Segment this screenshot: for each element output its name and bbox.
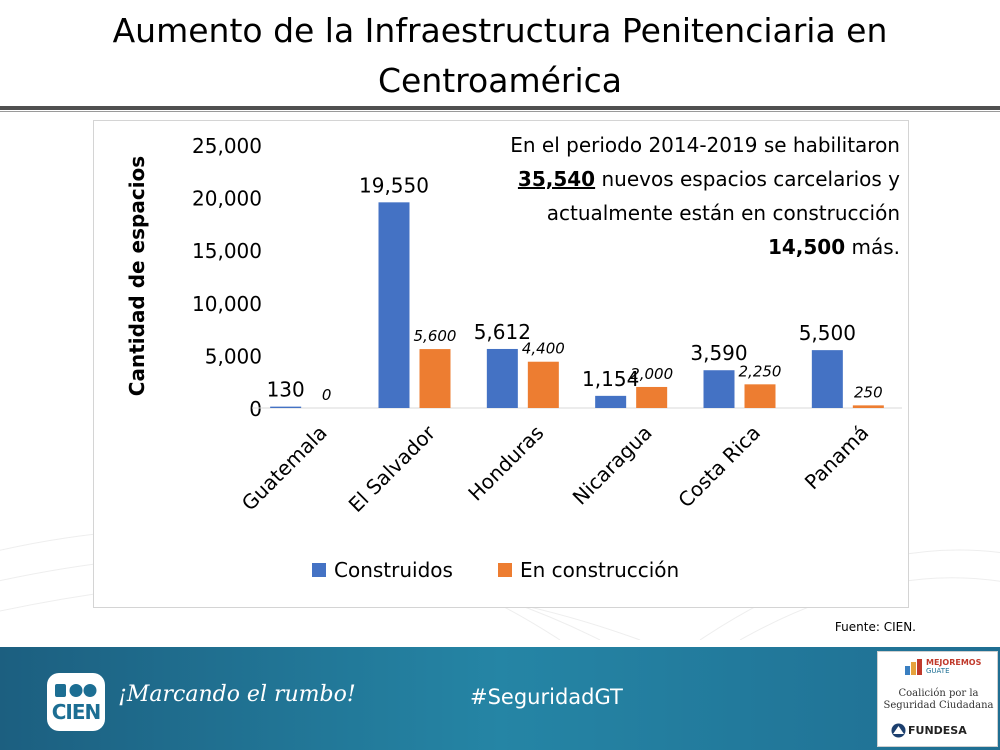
y-tick-label: 15,000 bbox=[192, 239, 262, 263]
bar-en-construccion bbox=[636, 386, 668, 408]
title-divider-thin bbox=[0, 111, 1000, 112]
note-line-4-text: más. bbox=[845, 235, 900, 259]
cien-logo-text: CIEN bbox=[51, 700, 102, 724]
y-tick-label: 5,000 bbox=[205, 344, 262, 368]
mejoremos-guate-icon bbox=[905, 659, 922, 675]
data-label-construidos: 19,550 bbox=[359, 173, 429, 197]
x-tick-label: Guatemala bbox=[237, 421, 332, 516]
note-total-in-construction: 14,500 bbox=[767, 235, 846, 259]
legend-label-en-construccion: En construcción bbox=[520, 558, 679, 582]
y-tick-label: 25,000 bbox=[192, 134, 262, 158]
footer-slogan: ¡Marcando el rumbo! bbox=[118, 682, 356, 707]
page-title: Aumento de la Infraestructura Penitencia… bbox=[20, 6, 980, 106]
y-tick-label: 0 bbox=[249, 397, 262, 421]
data-label-en-construccion: 2,000 bbox=[630, 365, 673, 383]
bar-construidos bbox=[270, 406, 302, 408]
footer-bar: CIEN ¡Marcando el rumbo! #SeguridadGT bbox=[0, 647, 1000, 750]
data-label-construidos: 3,590 bbox=[690, 341, 747, 365]
x-tick-label: El Salvador bbox=[344, 420, 441, 517]
data-label-construidos: 130 bbox=[267, 378, 305, 402]
bar-en-construccion bbox=[527, 361, 559, 408]
partner-coalition-text: Coalición por la Seguridad Ciudadana bbox=[883, 688, 994, 711]
x-tick-label: Honduras bbox=[463, 421, 548, 506]
note-total-built: 35,540 bbox=[517, 167, 596, 191]
x-tick-label: Panamá bbox=[800, 421, 874, 495]
legend-label-construidos: Construidos bbox=[334, 558, 453, 582]
y-tick-label: 10,000 bbox=[192, 292, 262, 316]
bar-en-construccion bbox=[744, 384, 776, 408]
data-label-construidos: 1,154 bbox=[582, 367, 639, 391]
note-line-4: 14,500 más. bbox=[440, 230, 900, 264]
chart-annotation: En el periodo 2014-2019 se habilitaron 3… bbox=[440, 128, 900, 264]
partner-logo-box: MEJOREMOS GUATE Coalición por la Segurid… bbox=[877, 651, 998, 747]
fundesa-icon bbox=[891, 723, 906, 738]
bar-construidos bbox=[486, 348, 518, 408]
partner-mg-line1: MEJOREMOS bbox=[926, 658, 982, 667]
cien-logo-mark-icon bbox=[55, 684, 97, 697]
data-label-en-construccion: 5,600 bbox=[414, 327, 457, 345]
note-line-2-text: nuevos espacios carcelarios y bbox=[595, 167, 900, 191]
data-label-en-construccion: 2,250 bbox=[739, 362, 782, 380]
bar-construidos bbox=[703, 370, 735, 408]
bar-chart: 0 5,000 10,000 15,000 20,000 25,000 Cantidad d… bbox=[125, 134, 902, 582]
legend-swatch-construidos bbox=[312, 563, 326, 577]
data-label-en-construccion: 250 bbox=[854, 383, 883, 401]
data-label-en-construccion: 0 bbox=[322, 386, 332, 404]
title-divider bbox=[0, 106, 1000, 110]
note-line-1: En el periodo 2014-2019 se habilitaron bbox=[510, 133, 900, 157]
bar-construidos bbox=[595, 395, 627, 408]
data-label-construidos: 5,612 bbox=[474, 320, 531, 344]
y-tick-label: 20,000 bbox=[192, 187, 262, 211]
partner-mg-line2: GUATE bbox=[926, 667, 950, 675]
partner-fundesa-text: FUNDESA bbox=[908, 724, 967, 737]
data-label-construidos: 5,500 bbox=[799, 321, 856, 345]
x-tick-label: Nicaragua bbox=[568, 421, 657, 510]
title-line-1: Aumento de la Infraestructura Penitencia… bbox=[112, 11, 888, 50]
x-tick-label: Costa Rica bbox=[673, 421, 765, 513]
bar-construidos bbox=[811, 350, 843, 408]
bar-en-construccion bbox=[419, 349, 451, 408]
footer-hashtag: #SeguridadGT bbox=[470, 685, 623, 709]
y-axis-title: Cantidad de espacios bbox=[125, 156, 149, 396]
title-line-2: Centroamérica bbox=[377, 61, 622, 100]
bar-en-construccion bbox=[852, 405, 884, 408]
bar-construidos bbox=[378, 202, 410, 408]
chart-frame: 0 5,000 10,000 15,000 20,000 25,000 Cantidad d… bbox=[93, 120, 909, 608]
note-line-3: actualmente están en construcción bbox=[546, 201, 900, 225]
cien-logo: CIEN bbox=[47, 673, 105, 731]
note-line-2: 35,540 nuevos espacios carcelarios y bbox=[440, 162, 900, 196]
data-label-en-construccion: 4,400 bbox=[522, 340, 565, 358]
legend-swatch-en-construccion bbox=[498, 563, 512, 577]
source-note: Fuente: CIEN. bbox=[834, 620, 916, 634]
